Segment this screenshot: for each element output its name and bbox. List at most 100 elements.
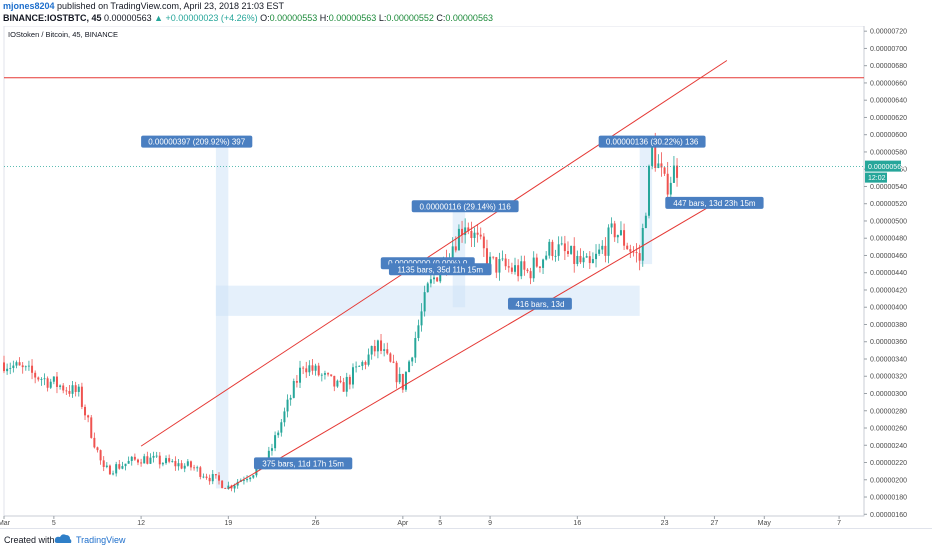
price-tick-label: 0.00000600 [870, 132, 907, 139]
price-chart[interactable]: IOStoken / Bitcoin, 45, BINANCE 0.000003… [0, 26, 932, 528]
annotation-bg [665, 196, 764, 209]
candle-body [523, 261, 526, 270]
candle-body [115, 464, 118, 474]
candle-body [199, 467, 202, 477]
candle-body [177, 463, 180, 467]
price-tick-label: 0.00000520 [870, 201, 907, 208]
ticker-label: BINANCE:IOSTBTC, 45 [3, 13, 102, 23]
candle-body [283, 411, 286, 423]
price-tick-label: 0.00000200 [870, 477, 907, 484]
price-tick-label: 0.00000180 [870, 495, 907, 502]
price-tick-label: 0.00000620 [870, 115, 907, 122]
candle-body [545, 255, 548, 260]
last-price: 0.00000563 [104, 13, 152, 23]
candle-body [21, 365, 24, 368]
candle-body [498, 259, 501, 273]
candle-body [554, 255, 557, 257]
candle-body [504, 258, 507, 267]
candle-body [323, 373, 326, 375]
candle-body [221, 480, 224, 489]
candle-body [330, 374, 333, 376]
candle-body [27, 365, 30, 367]
candle-body [327, 373, 330, 375]
channel-upper-line [140, 60, 728, 447]
candle-body [305, 368, 308, 373]
candle-body [214, 474, 217, 476]
time-tick-label: 7 [837, 520, 841, 527]
candle-body [274, 435, 277, 449]
candle-body [143, 456, 146, 464]
candle-body [65, 390, 68, 392]
price-change: +0.00000023 (+4.26%) [165, 13, 258, 23]
time-tick-label: 26 [312, 520, 320, 527]
candle-body [136, 459, 139, 463]
price-tick-label: 0.00000420 [870, 287, 907, 294]
annotation-text: 0.00000116 (29.14%) 116 [419, 202, 511, 211]
candle-body [454, 246, 457, 251]
candle-body [535, 257, 538, 267]
candle-body [641, 227, 644, 261]
candle-body [367, 354, 370, 365]
time-tick-label: 9 [488, 520, 492, 527]
candle-body [6, 368, 9, 372]
candle-body [420, 311, 423, 326]
candle-body [439, 270, 442, 282]
candle-body [186, 461, 189, 466]
time-tick-label: 27 [711, 520, 719, 527]
channel-lower-line [228, 203, 715, 489]
candle-body [342, 382, 345, 392]
candle-body [467, 227, 470, 232]
candle-body [140, 462, 143, 464]
candle-body [414, 338, 417, 358]
candle-body [514, 265, 517, 272]
candle-body [277, 432, 280, 436]
candle-body [59, 385, 62, 387]
time-badge [865, 172, 887, 183]
price-tick-label: 0.00000500 [870, 218, 907, 225]
annotation-text: 416 bars, 13d [515, 300, 564, 309]
candle-body [542, 259, 545, 268]
annotation-text: 1135 bars, 35d 11h 15m [397, 265, 483, 274]
candle-body [80, 386, 83, 407]
candle-body [52, 376, 55, 382]
candle-body [15, 362, 18, 366]
open-label: O: [260, 13, 270, 23]
candle-body [616, 235, 619, 238]
candle-body [408, 361, 411, 373]
candle-body [380, 340, 383, 351]
candle-body [426, 283, 429, 293]
candle-body [601, 245, 604, 250]
candle-body [648, 165, 650, 216]
low-label: L: [378, 13, 387, 23]
candle-body [401, 373, 404, 390]
candle-body [623, 230, 626, 246]
candle-body [470, 231, 473, 238]
candle-body [149, 457, 152, 464]
author-link[interactable]: mjones8204 [3, 1, 55, 11]
candle-body [193, 467, 196, 469]
candle-body [669, 182, 672, 195]
time-tick-label: 12 [137, 520, 145, 527]
candle-body [626, 245, 629, 250]
last-price-badge-text: 0.00000563 [868, 164, 905, 171]
candle-body [289, 397, 292, 400]
annotation-bg [388, 263, 492, 276]
time-tick-label: May [758, 520, 772, 527]
candle-body [205, 476, 208, 478]
candle-body [295, 381, 298, 383]
candle-body [62, 385, 65, 391]
candle-body [585, 256, 588, 258]
candle-body [532, 257, 535, 279]
measure-box-1 [215, 145, 229, 489]
candle-body [87, 415, 90, 418]
tradingview-brand[interactable]: TradingView [76, 535, 126, 545]
price-tick-label: 0.00000400 [870, 305, 907, 312]
candle-body [588, 256, 591, 264]
candle-body [666, 173, 669, 195]
candle-body [161, 463, 164, 465]
last-price-badge [865, 160, 901, 172]
candle-body [457, 228, 460, 251]
candle-body [570, 245, 573, 254]
price-axis: 0.00000720 0.00000700 0.00000680 0.00000660… [864, 29, 907, 519]
annotation-text: 447 bars, 13d 23h 15m [673, 199, 756, 208]
